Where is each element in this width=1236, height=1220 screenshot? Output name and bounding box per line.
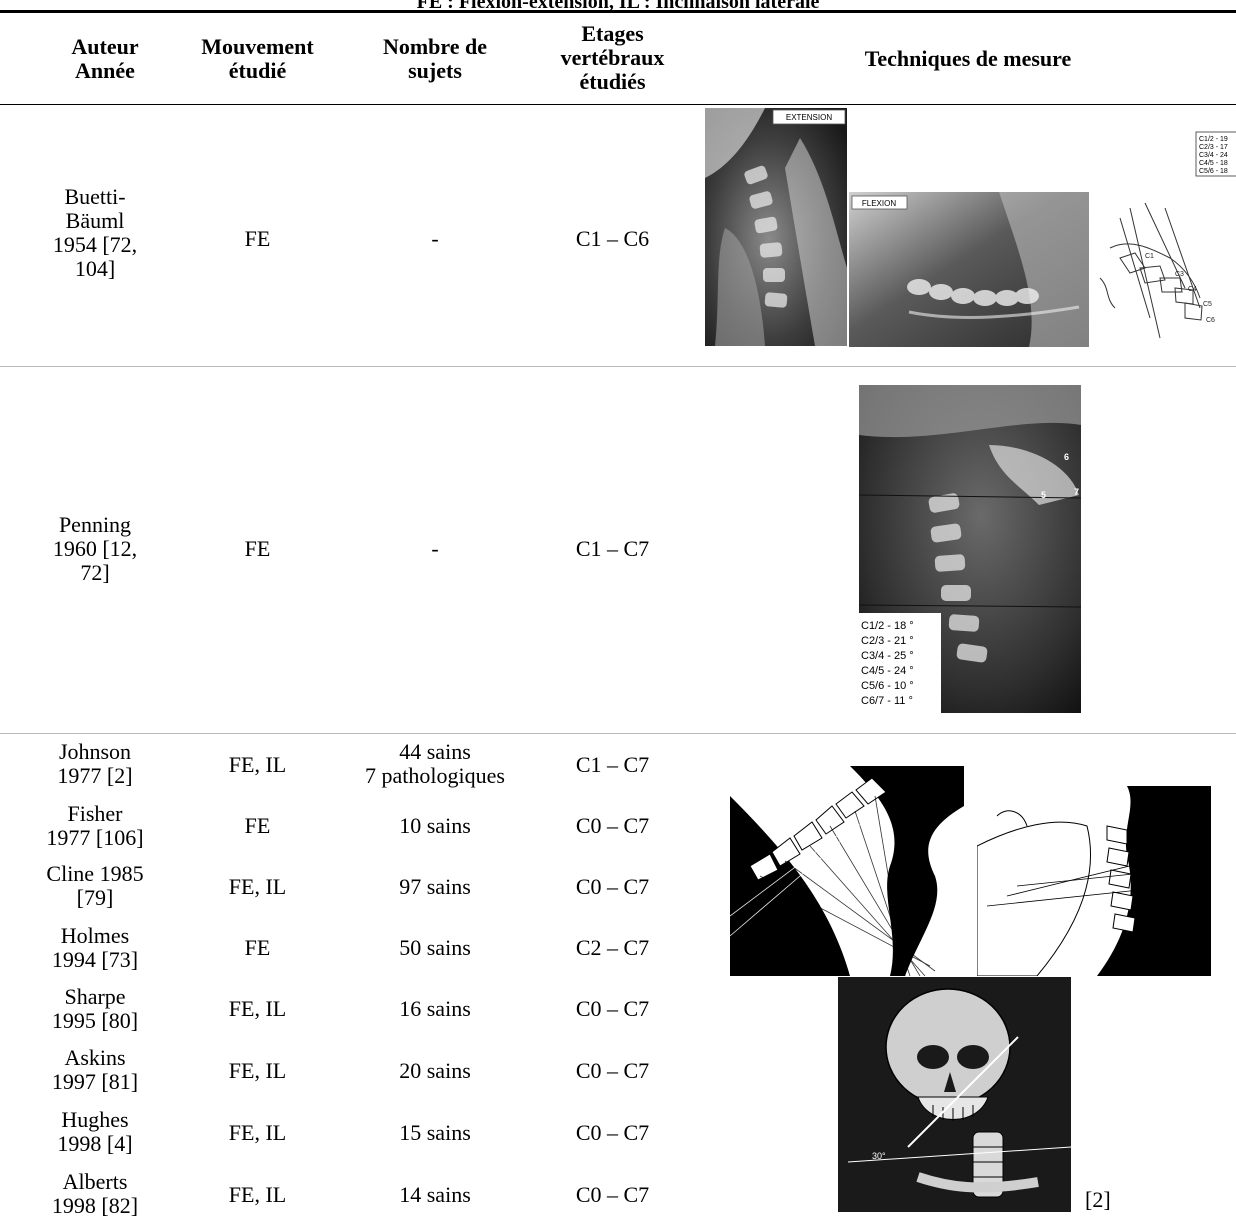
- row-levels: C1 – C7: [575, 536, 650, 561]
- group-row-levels: C2 – C7: [575, 935, 650, 960]
- row-levels: C1 – C6: [575, 226, 650, 251]
- group-row-author: Holmes 1994 [73]: [51, 923, 139, 972]
- svg-text:6: 6: [1064, 452, 1069, 462]
- group-row-levels: C0 – C7: [575, 1120, 650, 1145]
- svg-text:EXTENSION: EXTENSION: [786, 113, 832, 122]
- svg-text:C2/3 - 17: C2/3 - 17: [1199, 144, 1228, 151]
- group-row-author: Fisher 1977 [106]: [46, 801, 144, 850]
- group-row-author: Askins 1997 [81]: [51, 1045, 139, 1094]
- row-author: Buetti- Bäuml 1954 [72, 104]: [52, 184, 138, 281]
- header-rule: [0, 104, 1236, 105]
- svg-text:C3: C3: [1175, 271, 1184, 278]
- header-levels: Etages vertébraux étudiés: [560, 21, 665, 94]
- svg-text:C4/5 - 24 °: C4/5 - 24 °: [861, 665, 914, 677]
- svg-text:C5/6 - 10 °: C5/6 - 10 °: [861, 680, 914, 692]
- group-row-subjects: 20 sains: [399, 1058, 471, 1083]
- svg-text:C6/7 - 11 °: C6/7 - 11 °: [861, 695, 913, 707]
- figure-reference: [2]: [1085, 1187, 1111, 1212]
- group-row-subjects: 15 sains: [399, 1120, 471, 1145]
- row-divider: [0, 366, 1236, 367]
- row-subjects: -: [431, 536, 439, 561]
- svg-text:C5/6 - 18: C5/6 - 18: [1199, 168, 1228, 175]
- group-row-levels: C0 – C7: [575, 1182, 650, 1207]
- svg-text:C1/2 - 18 °: C1/2 - 18 °: [861, 620, 914, 632]
- svg-text:C1/2 - 19: C1/2 - 19: [1199, 136, 1228, 143]
- group-row-levels: C1 – C7: [575, 752, 650, 777]
- extension-radiograph-image: EXTENSION: [705, 108, 847, 346]
- svg-text:C4: C4: [1188, 286, 1197, 293]
- group-row-author: Cline 1985 [79]: [46, 861, 144, 910]
- row-divider: [0, 733, 1236, 734]
- svg-text:C6: C6: [1206, 317, 1215, 324]
- group-row-subjects: 50 sains: [399, 935, 471, 960]
- svg-text:FLEXION: FLEXION: [862, 199, 896, 208]
- svg-text:C3/4 - 25 °: C3/4 - 25 °: [861, 650, 914, 662]
- group-row-subjects: 14 sains: [399, 1182, 471, 1207]
- group-row-levels: C0 – C7: [575, 1058, 650, 1083]
- group-row-movement: FE, IL: [228, 1182, 287, 1207]
- header-movement: Mouvement étudié: [201, 34, 314, 83]
- row-movement: FE: [244, 536, 271, 561]
- group-row-subjects: 97 sains: [399, 874, 471, 899]
- group-row-movement: FE, IL: [228, 1058, 287, 1083]
- group-row-movement: FE, IL: [228, 752, 287, 777]
- skull-lateral-bending-image: 30°: [838, 977, 1071, 1212]
- svg-text:7: 7: [1074, 487, 1079, 497]
- group-row-movement: FE, IL: [228, 1120, 287, 1145]
- angle-diagram-image: C1 C3 C4 C5 C6 C1/2 - 19 C2/3 - 17 C3/4 …: [1090, 108, 1236, 346]
- group-row-subjects: 10 sains: [399, 813, 471, 838]
- cervical-flexion-drawing-image: [730, 766, 964, 976]
- header-subjects: Nombre de sujets: [382, 34, 488, 83]
- group-row-levels: C0 – C7: [575, 874, 650, 899]
- row-movement: FE: [244, 226, 271, 251]
- table-caption: FE : Flexion-extension, IL : Inclinaison…: [416, 0, 820, 13]
- penning-radiograph-image: 6 5 7 C1/2 - 18 ° C2/3 - 21 ° C3/4 - 25 …: [859, 385, 1081, 713]
- group-row-movement: FE, IL: [228, 996, 287, 1021]
- svg-text:C4/5 - 18: C4/5 - 18: [1199, 160, 1228, 167]
- group-row-movement: FE, IL: [228, 874, 287, 899]
- top-rule: [0, 10, 1236, 13]
- group-row-movement: FE: [244, 813, 271, 838]
- row-subjects: -: [431, 226, 439, 251]
- group-row-levels: C0 – C7: [575, 996, 650, 1021]
- header-author: Auteur Année: [71, 34, 139, 83]
- group-row-subjects: 44 sains 7 pathologiques: [365, 739, 505, 788]
- svg-text:C2/3 - 21 °: C2/3 - 21 °: [861, 635, 914, 647]
- svg-text:C1: C1: [1145, 253, 1154, 260]
- svg-text:30°: 30°: [872, 1151, 886, 1161]
- svg-text:C3/4 - 24: C3/4 - 24: [1199, 152, 1228, 159]
- svg-text:C5: C5: [1203, 301, 1212, 308]
- row-author: Penning 1960 [12, 72]: [52, 512, 138, 585]
- group-row-subjects: 16 sains: [399, 996, 471, 1021]
- svg-text:5: 5: [1041, 490, 1046, 500]
- group-row-movement: FE: [244, 935, 271, 960]
- group-row-author: Alberts 1998 [82]: [51, 1169, 139, 1218]
- group-row-author: Hughes 1998 [4]: [57, 1107, 133, 1156]
- flexion-radiograph-image: FLEXION: [849, 192, 1089, 347]
- header-techniques: Techniques de mesure: [864, 46, 1072, 71]
- group-row-levels: C0 – C7: [575, 813, 650, 838]
- group-row-author: Johnson 1977 [2]: [57, 739, 133, 788]
- cervical-extension-drawing-image: [977, 786, 1211, 976]
- group-row-author: Sharpe 1995 [80]: [51, 984, 139, 1033]
